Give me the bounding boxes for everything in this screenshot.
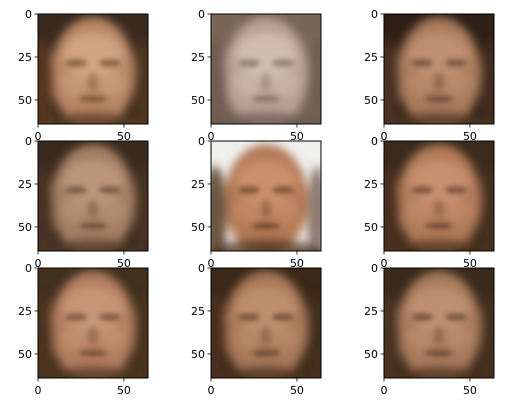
x-tick-label: 0 (35, 130, 42, 143)
y-tick-label: 25 (364, 305, 378, 318)
axes-frame (37, 13, 149, 125)
x-tick-label: 0 (381, 257, 388, 270)
y-tick-label: 25 (191, 178, 205, 191)
x-tick-label: 0 (381, 130, 388, 143)
y-tick-label: 0 (25, 262, 32, 275)
axes-frame (383, 140, 495, 252)
x-tick-label: 50 (463, 257, 477, 270)
image-panel: 0 25 50 0 50 (191, 262, 322, 397)
face-image (384, 268, 494, 378)
y-tick-label: 0 (371, 262, 378, 275)
face-image (38, 141, 148, 251)
x-tick-label: 50 (290, 384, 304, 397)
y-tick-label: 0 (198, 262, 205, 275)
y-tick-label: 25 (364, 51, 378, 64)
y-tick-label: 0 (371, 8, 378, 21)
image-panel: 0 25 50 0 50 (364, 8, 495, 143)
x-tick-label: 0 (381, 384, 388, 397)
y-tick-label: 50 (18, 348, 32, 361)
axes-frame (37, 140, 149, 252)
x-tick-label: 50 (463, 130, 477, 143)
x-tick-label: 50 (117, 257, 131, 270)
y-tick-label: 25 (364, 178, 378, 191)
x-tick-label: 0 (35, 257, 42, 270)
y-tick-label: 25 (18, 51, 32, 64)
y-tick-label: 0 (198, 8, 205, 21)
y-tick-label: 50 (191, 221, 205, 234)
image-panel: 0 25 50 0 50 (191, 8, 322, 143)
face-image (38, 14, 148, 124)
x-tick-label: 0 (208, 130, 215, 143)
image-panel: 0 25 50 0 50 (18, 8, 149, 143)
y-tick-label: 25 (191, 51, 205, 64)
y-tick-label: 50 (18, 221, 32, 234)
y-tick-label: 50 (364, 348, 378, 361)
y-tick-label: 25 (18, 178, 32, 191)
x-tick-label: 50 (117, 130, 131, 143)
axes-frame (383, 13, 495, 125)
y-tick-label: 50 (364, 221, 378, 234)
image-panel: 0 25 50 0 50 (18, 262, 149, 397)
image-panel: 0 25 50 0 50 (18, 135, 149, 270)
x-tick-label: 50 (290, 257, 304, 270)
y-tick-label: 50 (191, 94, 205, 107)
x-tick-label: 50 (463, 384, 477, 397)
x-tick-label: 50 (290, 130, 304, 143)
y-tick-label: 25 (18, 305, 32, 318)
x-tick-label: 0 (35, 384, 42, 397)
image-panel: 0 25 50 0 50 (364, 135, 495, 270)
y-tick-label: 50 (191, 348, 205, 361)
y-tick-label: 0 (25, 135, 32, 148)
face-image (211, 268, 321, 378)
x-tick-label: 0 (208, 257, 215, 270)
face-image (38, 268, 148, 378)
image-panel: 0 25 50 0 50 (191, 135, 322, 270)
y-tick-label: 0 (198, 135, 205, 148)
axes-frame (210, 267, 322, 379)
axes-frame (37, 267, 149, 379)
x-tick-label: 50 (117, 384, 131, 397)
face-image (384, 141, 494, 251)
axes-frame (210, 13, 322, 125)
axes-frame (383, 267, 495, 379)
x-tick-label: 0 (208, 384, 215, 397)
axes-frame (210, 140, 322, 252)
y-tick-label: 25 (191, 305, 205, 318)
face-image (211, 141, 321, 251)
image-panel: 0 25 50 0 50 (364, 262, 495, 397)
y-tick-label: 0 (371, 135, 378, 148)
face-image (211, 14, 321, 124)
face-image (384, 14, 494, 124)
y-tick-label: 0 (25, 8, 32, 21)
y-tick-label: 50 (18, 94, 32, 107)
y-tick-label: 50 (364, 94, 378, 107)
